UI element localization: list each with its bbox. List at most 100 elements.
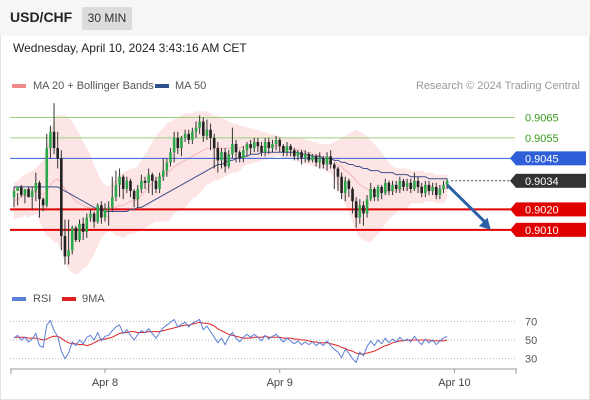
candle-body: [34, 182, 38, 192]
candle-body: [154, 180, 158, 189]
candle-body: [63, 235, 67, 257]
time-tick-label: Apr 9: [267, 377, 293, 389]
candle-body: [256, 141, 260, 147]
candle-body: [140, 180, 143, 189]
candle-body: [136, 188, 140, 200]
candle-body: [336, 168, 340, 177]
candle-body: [351, 188, 354, 202]
time-tick-label: Apr 10: [438, 377, 470, 389]
candle-body: [212, 137, 216, 149]
candle-body: [234, 144, 238, 153]
candle-body: [383, 182, 387, 194]
candle-body: [121, 176, 125, 189]
candle-body: [405, 182, 409, 187]
forecast-arrow-head: [478, 217, 491, 230]
candle-body: [300, 152, 303, 159]
candle-body: [296, 152, 300, 157]
candle-body: [431, 186, 434, 192]
candle-body: [147, 174, 150, 183]
candle-body: [223, 152, 227, 167]
level-label-0.9010: 0.9010: [525, 225, 559, 237]
candle-body: [380, 186, 383, 194]
candle-body: [252, 141, 256, 149]
candle-body: [285, 146, 289, 153]
candle-body: [322, 158, 325, 165]
candle-body: [347, 180, 351, 189]
candle-body: [438, 188, 442, 196]
candle-body: [409, 182, 413, 189]
level-label-0.9045: 0.9045: [525, 153, 559, 165]
candle-body: [333, 164, 336, 169]
candle-body: [151, 174, 154, 181]
candle-body: [376, 186, 380, 198]
candle-body: [445, 180, 449, 185]
level-label-0.9034: 0.9034: [525, 176, 559, 188]
candle-body: [216, 148, 220, 161]
candle-body: [56, 148, 59, 159]
level-tag-0.9020: [516, 202, 586, 217]
timeframe-chip[interactable]: 30 MIN: [82, 7, 132, 30]
candle-body: [19, 186, 23, 196]
candle-body: [329, 156, 332, 165]
candle-body: [402, 180, 405, 187]
candle-body: [278, 139, 282, 147]
candle-body: [387, 182, 391, 192]
candle-body: [369, 188, 373, 200]
candle-body: [358, 205, 362, 218]
research-credit: Research © 2024 Trading Central: [415, 80, 580, 92]
candle-body: [52, 131, 56, 149]
rsi-level-label-70: 70: [525, 316, 537, 328]
candle-body: [118, 176, 121, 185]
candle-body: [198, 121, 201, 128]
candle-body: [78, 223, 81, 241]
datetime-label: Wednesday, April 10, 2024 3:43:16 AM CET: [13, 41, 247, 55]
ma50-legend-swatch: [155, 84, 169, 88]
candle-body: [187, 133, 191, 140]
candle-body: [89, 213, 92, 218]
candle-body: [318, 158, 322, 163]
price-chart: 0.9065 0.9055 0.9045 0.9034 0.9020 0.9010: [10, 103, 586, 275]
candle-body: [103, 209, 107, 218]
candle-body: [242, 150, 245, 159]
candle-body: [81, 223, 85, 232]
candle-body: [194, 127, 198, 132]
bollinger-band: [14, 111, 448, 275]
candle-body: [38, 182, 41, 200]
candle-body: [100, 205, 103, 218]
time-tick-label: Apr 8: [92, 377, 118, 389]
candle-body: [201, 121, 205, 136]
rsi-ma-line: [14, 321, 448, 355]
candle-body: [343, 180, 347, 194]
candle-body: [311, 156, 314, 161]
candle-body: [74, 227, 78, 241]
candle-body: [307, 154, 311, 161]
level-tag-0.9034: [516, 173, 586, 188]
candle-body: [12, 191, 16, 198]
candle-body: [41, 199, 45, 206]
candle-body: [180, 137, 183, 149]
candle-body: [27, 188, 30, 198]
candle-body: [274, 139, 278, 145]
time-axis: Apr 8 Apr 9 Apr 10: [10, 368, 517, 389]
candle-body: [209, 129, 212, 138]
candle-body: [132, 191, 136, 200]
level-tag-pointer-0.9010: [510, 222, 516, 237]
candle-body: [96, 205, 100, 222]
candle-body: [413, 180, 416, 189]
rsi-level-label-30: 30: [525, 354, 537, 366]
candle-body: [172, 137, 176, 153]
candle-body: [292, 150, 296, 157]
rsi-chart: 70 50 30: [10, 316, 537, 366]
candle-body: [176, 137, 180, 149]
level-tag-pointer-0.9034: [510, 173, 516, 188]
candle-body: [362, 205, 365, 214]
level-tag-0.9010: [516, 222, 586, 237]
candle-body: [434, 186, 438, 196]
candle-body: [169, 152, 172, 163]
level-label-0.9020: 0.9020: [525, 204, 559, 216]
level-tag-0.9045: [516, 151, 586, 166]
candle-body: [205, 129, 209, 136]
chart-header: USD/CHF 30 MIN: [0, 0, 590, 36]
candle-body: [220, 152, 223, 161]
rsi-legend-swatch: [12, 297, 26, 301]
